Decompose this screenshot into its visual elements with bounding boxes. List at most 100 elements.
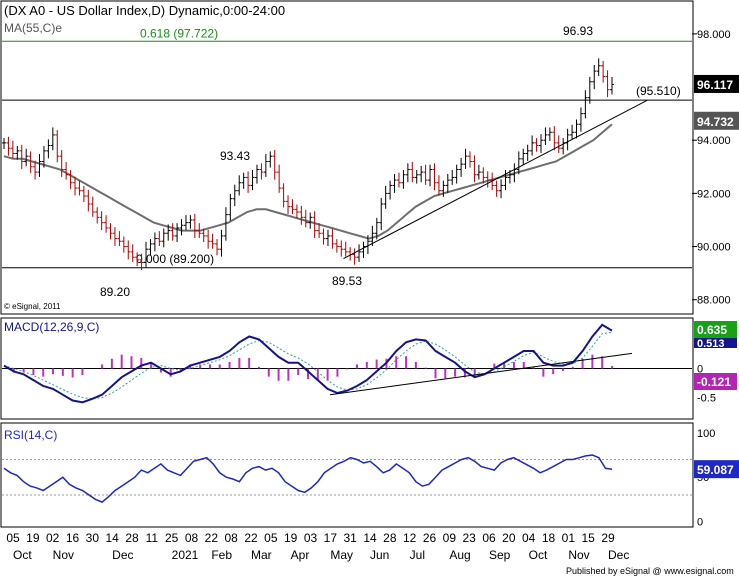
price-bar	[246, 171, 251, 193]
x-tick-label: 01	[562, 531, 576, 545]
price-bar	[170, 223, 175, 241]
macd-panel-frame	[0, 317, 694, 420]
x-month-label: Dec	[112, 548, 133, 562]
price-bar	[379, 197, 384, 231]
price-bar	[90, 196, 95, 217]
price-bar	[516, 151, 521, 175]
x-tick-label: 04	[522, 531, 536, 545]
price-bar	[423, 164, 428, 185]
price-bar	[148, 239, 153, 256]
price-bar	[254, 164, 259, 184]
price-annotation: 89.53	[332, 274, 362, 288]
price-bar	[419, 166, 424, 183]
price-bar	[543, 127, 548, 146]
price-bar	[223, 207, 228, 241]
price-bar	[357, 244, 362, 262]
price-bar	[121, 236, 126, 253]
price-bar	[454, 164, 459, 184]
price-tick-label: 94.000	[697, 135, 731, 147]
rsi-value-label: 59.087	[697, 463, 734, 477]
signal-value-label: 0.513	[697, 338, 725, 350]
price-bar	[95, 207, 100, 224]
price-bar	[59, 150, 64, 177]
x-month-label: Nov	[53, 548, 74, 562]
resistance-label: (95.510)	[636, 84, 681, 98]
x-tick-label: 05	[264, 531, 278, 545]
price-bar	[73, 176, 78, 196]
macd-label: MACD(12,26,9,C)	[4, 320, 99, 334]
fib-000-label: 0.000 (89.200)	[136, 252, 214, 266]
copyright-note: © eSignal, 2011	[4, 302, 61, 311]
price-bar	[64, 162, 69, 180]
price-bar	[459, 158, 464, 177]
price-bar	[578, 107, 583, 132]
x-tick-label: 26	[423, 531, 437, 545]
price-bar	[241, 172, 246, 189]
price-tick-label: 90.000	[697, 242, 731, 254]
price-bar	[587, 76, 592, 104]
price-bar	[441, 180, 446, 197]
price-bar	[499, 179, 504, 199]
x-tick-label: 31	[343, 531, 357, 545]
price-bar	[277, 164, 282, 193]
price-panel-frame	[0, 0, 694, 315]
macd-value-box	[694, 321, 737, 338]
footer-credit: Published by eSignal @ www.esignal.com	[566, 566, 734, 576]
price-bar	[157, 231, 162, 247]
x-tick-label: 08	[224, 531, 238, 545]
price-bar	[596, 58, 601, 76]
x-tick-label: 15	[581, 531, 595, 545]
price-bar	[317, 223, 322, 239]
x-month-label: May	[330, 548, 353, 562]
last-price-box	[694, 74, 739, 93]
rsi-panel-frame	[0, 422, 694, 528]
price-bar	[556, 135, 561, 153]
x-tick-label: 23	[462, 531, 476, 545]
x-tick-label: 02	[46, 531, 60, 545]
price-annotation: 89.20	[100, 285, 130, 299]
price-bar	[534, 138, 539, 152]
macd-line	[3, 323, 613, 404]
price-bar	[192, 213, 197, 239]
price-bar	[370, 225, 375, 247]
x-tick-label: 12	[403, 531, 417, 545]
price-bar	[228, 193, 233, 221]
price-bar	[237, 175, 242, 196]
macd-tick-label: 0	[697, 364, 703, 376]
price-bar	[286, 195, 291, 215]
price-bar	[117, 231, 122, 247]
price-bar	[472, 155, 477, 183]
price-bar	[290, 199, 295, 215]
price-bar	[152, 232, 157, 252]
price-bar	[312, 211, 317, 239]
price-bar	[50, 127, 55, 151]
price-bar	[108, 223, 113, 240]
price-bar	[476, 164, 481, 180]
price-bar	[215, 239, 220, 256]
price-bar	[392, 173, 397, 193]
price-bar	[33, 160, 38, 180]
price-bar	[467, 151, 472, 168]
uptrend-line	[343, 99, 648, 259]
price-bar	[281, 183, 286, 208]
price-bar	[445, 173, 450, 193]
price-bar	[99, 211, 104, 231]
price-bar	[547, 127, 552, 142]
price-bar	[308, 212, 313, 229]
ma-label: MA(55,C)e	[4, 21, 62, 35]
x-month-label: 2021	[172, 548, 199, 562]
price-bar	[161, 228, 166, 248]
price-bar	[179, 219, 184, 236]
x-tick-label: 22	[244, 531, 258, 545]
x-tick-label: 09	[443, 531, 457, 545]
price-bar	[481, 167, 486, 184]
price-bar	[605, 70, 610, 98]
price-bar	[19, 144, 24, 169]
price-bar	[135, 252, 140, 266]
x-tick-label: 11	[146, 531, 159, 545]
price-bar	[361, 241, 366, 258]
price-annotation: 96.93	[563, 24, 593, 38]
price-bar	[388, 180, 393, 200]
x-tick-label: 25	[165, 531, 179, 545]
signal-value-box	[694, 338, 737, 348]
